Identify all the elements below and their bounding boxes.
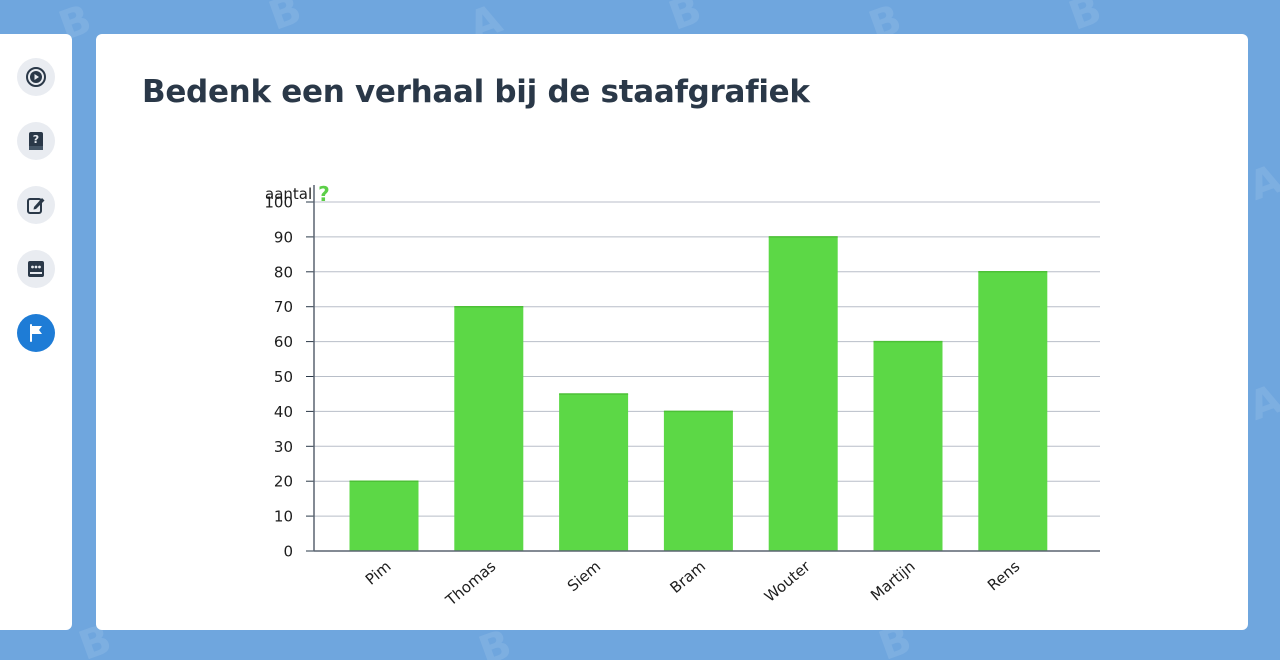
bar-martijn — [873, 341, 943, 551]
y-tick-label: 20 — [274, 473, 293, 491]
edit-icon — [27, 198, 45, 214]
question-mark-icon[interactable]: ? — [318, 182, 330, 206]
y-tick-label: 70 — [274, 298, 293, 316]
bar-chart: 0 10 20 30 40 50 60 70 80 90 100 Pim Thomas Siem Bram W… — [264, 185, 1100, 610]
x-tick-label: Martijn — [867, 557, 918, 604]
x-tick-label: Pim — [362, 557, 395, 588]
x-tick-label: Siem — [564, 557, 604, 595]
bar-rens — [978, 271, 1048, 551]
bar-wouter — [768, 236, 838, 551]
bar-bram — [663, 411, 733, 551]
y-tick-label: 10 — [274, 508, 293, 526]
y-tick-label: 50 — [274, 368, 293, 386]
y-axis-label-group: aantal ? — [265, 184, 330, 204]
sidebar-item-edit[interactable] — [17, 186, 55, 224]
y-tick-label: 30 — [274, 438, 293, 456]
page-title: Bedenk een verhaal bij de staafgrafiek — [142, 74, 810, 110]
help-book-icon: ? — [29, 132, 43, 150]
y-tick-label: 60 — [274, 333, 293, 351]
sidebar-item-goal[interactable] — [17, 314, 55, 352]
chat-book-icon — [28, 261, 44, 277]
sidebar-item-chat[interactable] — [17, 250, 55, 288]
y-tick-label: 80 — [274, 263, 293, 281]
sidebar-item-help[interactable]: ? — [17, 122, 55, 160]
y-tick-label: 90 — [274, 228, 293, 246]
y-axis-label: aantal — [265, 185, 313, 203]
play-circle-icon — [26, 67, 46, 87]
x-tick-label: Rens — [984, 557, 1024, 594]
bar-pim — [349, 481, 419, 551]
y-tick-label: 0 — [283, 543, 293, 561]
svg-text:?: ? — [33, 133, 39, 146]
x-tick-label: Bram — [667, 557, 709, 597]
x-tick-label: Wouter — [761, 557, 815, 606]
sidebar: ? — [0, 34, 72, 630]
y-tick-label: 40 — [274, 403, 293, 421]
flag-icon — [30, 324, 42, 342]
exercise-card: Bedenk een verhaal bij de staafgrafiek a… — [96, 34, 1248, 630]
sidebar-item-video[interactable] — [17, 58, 55, 96]
bar-siem — [559, 393, 629, 551]
x-tick-label: Thomas — [441, 557, 499, 610]
y-tick-label: 100 — [264, 194, 293, 212]
bar-thomas — [454, 306, 524, 551]
